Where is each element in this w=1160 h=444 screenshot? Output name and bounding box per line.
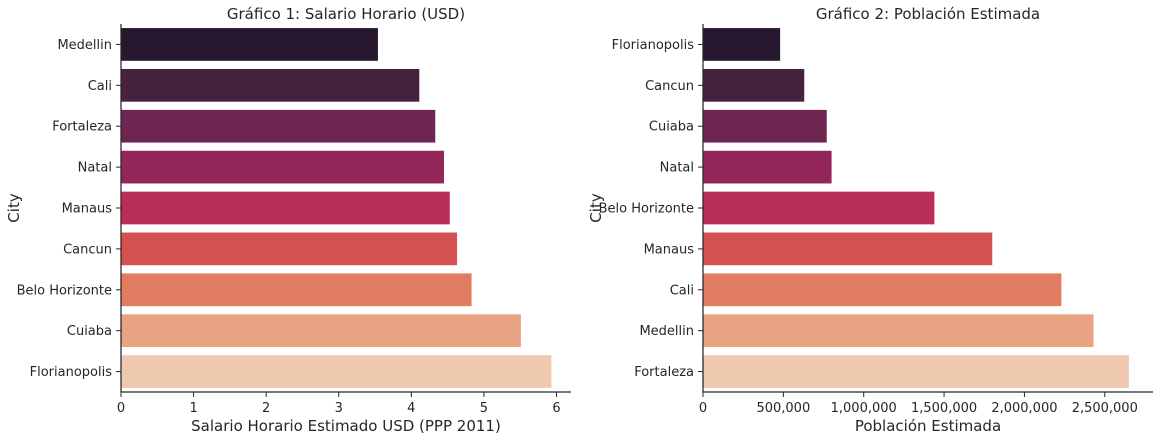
bar-cancun — [703, 68, 805, 102]
y-tick-label: Cuiaba — [649, 120, 694, 135]
x-tick-label: 500,000 — [756, 401, 810, 416]
bar-belo-horizonte — [703, 191, 935, 225]
x-tick-label: 2,000,000 — [991, 401, 1057, 416]
y-tick-label: Florianopolis — [612, 38, 695, 53]
y-tick-label: Manaus — [644, 242, 695, 257]
x-tick-label: 1 — [189, 401, 197, 416]
bar-belo-horizonte — [121, 273, 472, 307]
bar-fortaleza — [703, 355, 1129, 388]
x-axis-label: Población Estimada — [855, 417, 1001, 435]
chart-1: Medellin Cali Fortaleza Natal Manaus Cancun Be… — [5, 5, 571, 435]
bar-natal — [121, 150, 444, 184]
y-axis-label: City — [5, 193, 23, 223]
y-axis-label: City — [587, 193, 605, 223]
x-tick-label: 6 — [552, 401, 560, 416]
y-tick-label: Cali — [88, 79, 112, 94]
chart-title: Gráfico 1: Salario Horario (USD) — [227, 5, 465, 23]
chart-2: Florianopolis Cancun Cuiaba Natal Belo Horiz… — [587, 5, 1153, 435]
y-tick-label: Cancun — [63, 242, 112, 257]
x-tick-label: 5 — [480, 401, 488, 416]
y-tick-label: Medellin — [57, 38, 112, 53]
y-tick-label: Belo Horizonte — [17, 283, 112, 298]
y-tick-label: Manaus — [62, 202, 113, 217]
y-tick-label: Natal — [660, 161, 694, 176]
x-tick-label: 1,000,000 — [831, 401, 897, 416]
bar-cali — [703, 273, 1062, 307]
chart-title: Gráfico 2: Población Estimada — [816, 5, 1040, 23]
x-tick-label: 0 — [117, 401, 125, 416]
bar-fortaleza — [121, 109, 436, 143]
y-tick-label: Fortaleza — [634, 365, 694, 380]
y-tick-label: Cancun — [645, 79, 694, 94]
x-axis-label: Salario Horario Estimado USD (PPP 2011) — [191, 417, 501, 435]
x-tick-label: 2,500,000 — [1072, 401, 1138, 416]
bar-cali — [121, 68, 420, 102]
y-tick-label: Cali — [670, 283, 694, 298]
bar-manaus — [121, 191, 450, 225]
bar-florianopolis — [121, 355, 552, 388]
y-tick-label: Belo Horizonte — [599, 202, 694, 217]
bar-cuiaba — [703, 109, 827, 143]
x-tick-label: 2 — [262, 401, 270, 416]
y-tick-label: Cuiaba — [67, 324, 112, 339]
bar-manaus — [703, 232, 993, 266]
bar-medellin — [703, 314, 1094, 348]
y-tick-label: Natal — [78, 161, 112, 176]
x-tick-label: 0 — [699, 401, 707, 416]
x-tick-label: 3 — [335, 401, 343, 416]
x-tick-label: 1,500,000 — [911, 401, 977, 416]
y-tick-label: Fortaleza — [52, 120, 112, 135]
bar-florianopolis — [703, 28, 781, 61]
bar-natal — [703, 150, 832, 184]
bar-cuiaba — [121, 314, 521, 348]
y-tick-label: Florianopolis — [30, 365, 113, 380]
bar-cancun — [121, 232, 458, 266]
x-tick-label: 4 — [407, 401, 415, 416]
y-tick-label: Medellin — [639, 324, 694, 339]
bar-medellin — [121, 28, 378, 61]
